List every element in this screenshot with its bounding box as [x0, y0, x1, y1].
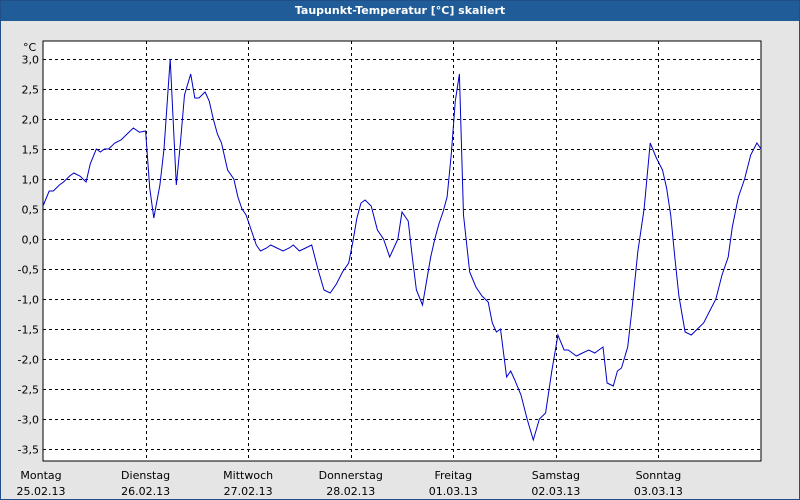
y-tick-label: -1,5 — [18, 324, 39, 337]
y-tick-label: -1,0 — [18, 294, 39, 307]
x-tick-date-label: 01.03.13 — [429, 485, 478, 498]
x-axis-ticks: Montag 25.02.13 Dienstag 26.02.13 Mittwoch 27… — [17, 469, 683, 498]
y-tick-label: -2,5 — [18, 384, 39, 397]
x-tick-day-label: Dienstag — [121, 469, 170, 482]
window-title: Taupunkt-Temperatur [°C] skaliert — [294, 4, 506, 17]
y-tick-label: -2,0 — [18, 354, 39, 367]
window-titlebar: Taupunkt-Temperatur [°C] skaliert — [1, 1, 799, 21]
x-tick-date-label: 03.03.13 — [634, 485, 683, 498]
x-tick-day-label: Donnerstag — [319, 469, 383, 482]
y-tick-label: 2,0 — [22, 114, 40, 127]
y-tick-label: -3,0 — [18, 414, 39, 427]
x-tick-date-label: 28.02.13 — [326, 485, 375, 498]
series-line-dewpoint — [42, 58, 762, 442]
y-tick-label: 0,5 — [22, 204, 40, 217]
x-tick-day-label: Mittwoch — [223, 469, 273, 482]
x-tick-day-label: Freitag — [434, 469, 472, 482]
plot-area — [42, 40, 762, 462]
y-tick-label: -3,5 — [18, 444, 39, 457]
x-tick-day-label: Montag — [20, 469, 61, 482]
x-tick-date-label: 02.03.13 — [531, 485, 580, 498]
y-tick-label: 2,5 — [22, 84, 40, 97]
y-tick-label: 1,5 — [22, 144, 40, 157]
y-tick-label: -0,5 — [18, 264, 39, 277]
x-tick-day-label: Sonntag — [636, 469, 682, 482]
y-unit-label: °C — [23, 41, 37, 54]
x-tick-day-label: Samstag — [532, 469, 580, 482]
y-tick-label: 0,0 — [22, 234, 40, 247]
y-tick-label: 3,0 — [22, 54, 40, 67]
x-tick-date-label: 25.02.13 — [17, 485, 66, 498]
grid-layer — [43, 41, 761, 461]
x-tick-date-label: 26.02.13 — [121, 485, 170, 498]
y-axis-ticks: 3,0 2,5 2,0 1,5 1,0 0,5 0,0 -0,5 -1,0 -1,5 -2,0 -2,… — [18, 54, 39, 457]
x-tick-date-label: 27.02.13 — [224, 485, 273, 498]
y-tick-label: 1,0 — [22, 174, 40, 187]
